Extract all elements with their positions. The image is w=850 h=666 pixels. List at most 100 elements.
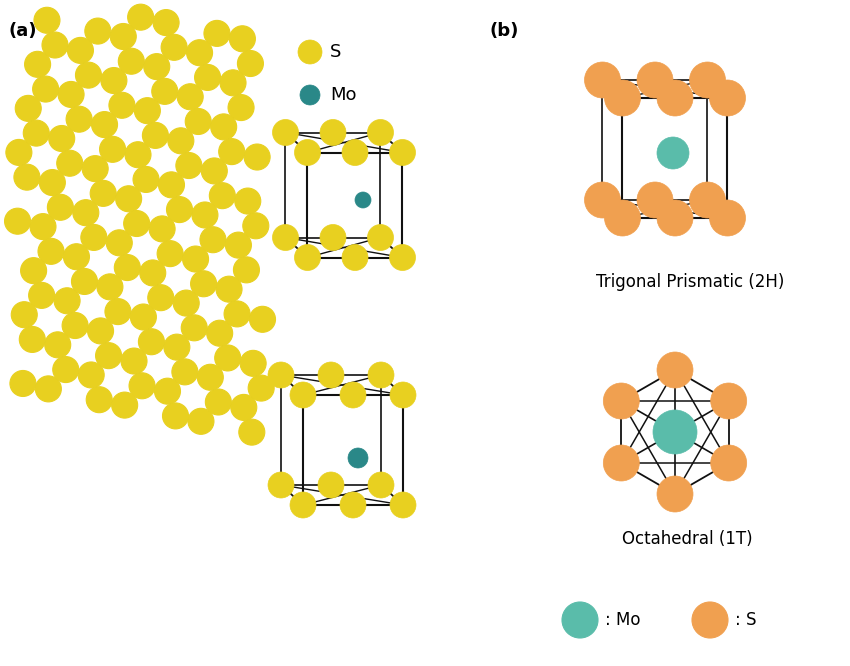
Circle shape xyxy=(224,301,250,327)
Circle shape xyxy=(157,240,183,266)
Text: Trigonal Prismatic (2H): Trigonal Prismatic (2H) xyxy=(596,273,785,291)
Text: : S: : S xyxy=(735,611,756,629)
Circle shape xyxy=(114,254,140,280)
Circle shape xyxy=(185,109,212,135)
Circle shape xyxy=(239,419,265,445)
Circle shape xyxy=(109,93,135,119)
Circle shape xyxy=(134,98,161,124)
Circle shape xyxy=(45,332,71,358)
Circle shape xyxy=(604,445,639,481)
Circle shape xyxy=(228,95,254,121)
Circle shape xyxy=(125,142,151,168)
Circle shape xyxy=(689,182,726,218)
Circle shape xyxy=(192,202,218,228)
Circle shape xyxy=(164,334,190,360)
Circle shape xyxy=(657,80,693,116)
Circle shape xyxy=(234,257,259,283)
Circle shape xyxy=(637,62,673,98)
Circle shape xyxy=(20,326,45,352)
Circle shape xyxy=(220,70,246,96)
Circle shape xyxy=(342,244,368,270)
Circle shape xyxy=(58,81,84,107)
Circle shape xyxy=(243,213,269,239)
Circle shape xyxy=(57,151,82,176)
Circle shape xyxy=(585,62,620,98)
Circle shape xyxy=(6,139,32,165)
Circle shape xyxy=(139,329,164,355)
Circle shape xyxy=(390,382,416,408)
Circle shape xyxy=(34,7,60,33)
Circle shape xyxy=(128,4,154,30)
Circle shape xyxy=(14,164,40,190)
Circle shape xyxy=(710,200,745,236)
Circle shape xyxy=(348,448,368,468)
Circle shape xyxy=(64,244,89,270)
Circle shape xyxy=(237,51,264,77)
Circle shape xyxy=(188,408,214,434)
Circle shape xyxy=(48,194,73,220)
Text: Mo: Mo xyxy=(330,86,356,104)
Circle shape xyxy=(167,196,192,222)
Circle shape xyxy=(183,246,208,272)
Circle shape xyxy=(85,18,110,44)
Circle shape xyxy=(144,54,170,80)
Circle shape xyxy=(148,284,173,310)
Circle shape xyxy=(23,120,49,146)
Circle shape xyxy=(215,345,241,371)
Circle shape xyxy=(320,224,346,250)
Circle shape xyxy=(173,290,199,316)
Circle shape xyxy=(118,48,144,74)
Circle shape xyxy=(149,216,175,242)
Circle shape xyxy=(15,95,42,121)
Circle shape xyxy=(207,320,233,346)
Circle shape xyxy=(389,139,416,165)
Circle shape xyxy=(190,271,217,297)
Text: S: S xyxy=(330,43,342,61)
Circle shape xyxy=(637,182,673,218)
Circle shape xyxy=(340,382,366,408)
Circle shape xyxy=(206,389,231,415)
Circle shape xyxy=(81,224,107,250)
Circle shape xyxy=(389,244,416,270)
Circle shape xyxy=(39,170,65,196)
Circle shape xyxy=(368,472,394,498)
Circle shape xyxy=(177,84,203,110)
Circle shape xyxy=(76,62,101,88)
Circle shape xyxy=(290,382,316,408)
Circle shape xyxy=(88,318,114,344)
Circle shape xyxy=(204,21,230,47)
Circle shape xyxy=(711,445,746,481)
Circle shape xyxy=(123,210,150,236)
Circle shape xyxy=(53,356,79,382)
Circle shape xyxy=(209,182,235,208)
Circle shape xyxy=(604,383,639,419)
Circle shape xyxy=(294,244,320,270)
Circle shape xyxy=(71,268,98,294)
Circle shape xyxy=(241,350,266,376)
Circle shape xyxy=(139,260,166,286)
Circle shape xyxy=(268,362,294,388)
Circle shape xyxy=(340,492,366,518)
Text: (b): (b) xyxy=(490,22,519,40)
Circle shape xyxy=(689,62,726,98)
Circle shape xyxy=(181,315,207,341)
Circle shape xyxy=(318,472,344,498)
Circle shape xyxy=(657,200,693,236)
Circle shape xyxy=(111,392,138,418)
Circle shape xyxy=(20,258,47,284)
Circle shape xyxy=(711,383,746,419)
Circle shape xyxy=(162,35,187,61)
Circle shape xyxy=(235,188,261,214)
Circle shape xyxy=(197,364,224,390)
Text: : Mo: : Mo xyxy=(605,611,641,629)
Circle shape xyxy=(230,26,255,52)
Circle shape xyxy=(95,342,122,369)
Circle shape xyxy=(36,376,61,402)
Circle shape xyxy=(116,186,142,212)
Circle shape xyxy=(130,304,156,330)
Circle shape xyxy=(342,139,368,165)
Circle shape xyxy=(29,282,54,308)
Circle shape xyxy=(268,472,294,498)
Circle shape xyxy=(106,230,133,256)
Circle shape xyxy=(129,373,155,399)
